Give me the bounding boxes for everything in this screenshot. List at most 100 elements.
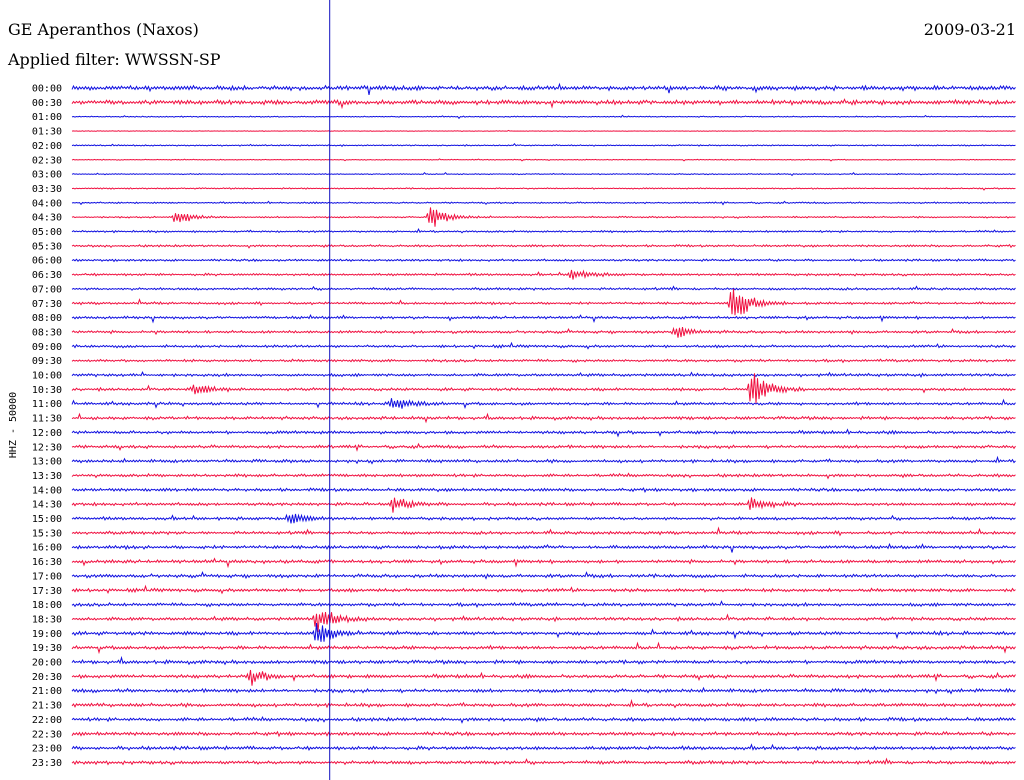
trace-row xyxy=(71,584,1016,595)
time-tick-label: 04:30 xyxy=(32,213,62,224)
time-tick-label: 20:30 xyxy=(32,672,62,683)
time-tick-label: 10:30 xyxy=(32,385,62,396)
trace-row xyxy=(71,326,1016,338)
time-tick-label: 16:30 xyxy=(32,557,62,568)
time-tick-label: 21:00 xyxy=(32,686,62,697)
trace-row xyxy=(71,269,1016,280)
time-tick-label: 15:00 xyxy=(32,514,62,525)
trace-row xyxy=(71,314,1016,324)
trace-row xyxy=(71,600,1016,608)
time-tick-label: 08:00 xyxy=(32,313,62,324)
time-tick-label: 03:00 xyxy=(32,170,62,181)
trace-row xyxy=(71,412,1016,424)
time-tick-label: 15:30 xyxy=(32,528,62,539)
time-tick-label: 20:00 xyxy=(32,658,62,669)
trace-row xyxy=(71,513,1016,524)
date-label: 2009-03-21 xyxy=(923,20,1016,39)
trace-row xyxy=(71,288,1016,316)
time-tick-label: 13:00 xyxy=(32,457,62,468)
trace-row xyxy=(71,641,1016,655)
time-tick-label: 06:30 xyxy=(32,270,62,281)
trace-row xyxy=(71,686,1016,695)
time-tick-label: 09:00 xyxy=(32,342,62,353)
station-title: GE Aperanthos (Naxos) xyxy=(8,20,199,39)
trace-row xyxy=(71,442,1016,452)
trace-row xyxy=(71,143,1016,147)
time-tick-label: 18:00 xyxy=(32,600,62,611)
trace-row xyxy=(71,158,1016,162)
trace-row xyxy=(71,371,1016,378)
trace-row xyxy=(71,114,1016,120)
trace-row xyxy=(71,258,1016,263)
trace-row xyxy=(71,542,1016,553)
trace-row xyxy=(71,243,1016,249)
time-tick-label: 14:30 xyxy=(32,500,62,511)
trace-row xyxy=(71,207,1016,227)
time-tick-label: 04:00 xyxy=(32,198,62,209)
time-tick-label: 00:00 xyxy=(32,84,62,95)
trace-row xyxy=(71,200,1016,206)
time-tick-label: 23:00 xyxy=(32,744,62,755)
time-tick-label: 12:30 xyxy=(32,442,62,453)
time-tick-label: 02:30 xyxy=(32,155,62,166)
trace-row xyxy=(71,129,1016,133)
trace-row xyxy=(71,455,1016,465)
seismogram-traces xyxy=(71,82,1016,766)
time-tick-label: 05:30 xyxy=(32,241,62,252)
time-tick-label: 10:00 xyxy=(32,371,62,382)
time-tick-label: 21:30 xyxy=(32,701,62,712)
time-tick-label: 00:30 xyxy=(32,98,62,109)
trace-row xyxy=(71,472,1016,480)
trace-row xyxy=(71,341,1016,350)
trace-row xyxy=(71,98,1016,110)
trace-row xyxy=(71,669,1016,686)
trace-row xyxy=(71,557,1016,569)
trace-row xyxy=(71,82,1016,96)
filter-label: Applied filter: WWSSN-SP xyxy=(8,50,221,69)
trace-row xyxy=(71,698,1016,709)
time-tick-label: 05:00 xyxy=(32,227,62,238)
trace-row xyxy=(71,398,1016,409)
time-tick-label: 09:30 xyxy=(32,356,62,367)
time-tick-label: 02:00 xyxy=(32,141,62,152)
trace-row xyxy=(71,187,1016,191)
time-tick-label: 17:00 xyxy=(32,571,62,582)
trace-row xyxy=(71,757,1016,766)
time-tick-label: 07:30 xyxy=(32,299,62,310)
time-tick-label: 11:30 xyxy=(32,414,62,425)
time-tick-label: 22:30 xyxy=(32,729,62,740)
time-tick-label: 13:30 xyxy=(32,471,62,482)
time-tick-label: 07:00 xyxy=(32,284,62,295)
trace-row xyxy=(71,227,1016,234)
trace-row xyxy=(71,358,1016,364)
trace-row xyxy=(71,623,1016,642)
trace-row xyxy=(71,497,1016,513)
time-tick-label: 22:00 xyxy=(32,715,62,726)
time-tick-label: 01:00 xyxy=(32,112,62,123)
time-tick-label: 17:30 xyxy=(32,586,62,597)
time-tick-labels: 00:00 00:30 01:00 01:30 02:00 02:30 03:00 03:30… xyxy=(32,84,62,769)
trace-row xyxy=(71,715,1016,724)
time-tick-label: 19:30 xyxy=(32,643,62,654)
trace-row xyxy=(71,730,1016,738)
trace-row xyxy=(71,285,1016,292)
time-tick-label: 23:30 xyxy=(32,758,62,769)
time-tick-label: 14:00 xyxy=(32,485,62,496)
trace-row xyxy=(71,171,1016,177)
trace-row xyxy=(71,655,1016,666)
time-tick-label: 12:00 xyxy=(32,428,62,439)
y-axis-label: HHZ - 50000 xyxy=(8,392,19,458)
time-tick-label: 03:30 xyxy=(32,184,62,195)
time-tick-label: 08:30 xyxy=(32,327,62,338)
time-tick-label: 11:00 xyxy=(32,399,62,410)
time-tick-label: 06:00 xyxy=(32,256,62,267)
trace-row xyxy=(71,571,1016,580)
time-tick-label: 16:00 xyxy=(32,543,62,554)
trace-row xyxy=(71,612,1016,633)
trace-row xyxy=(71,526,1016,537)
time-tick-label: 19:00 xyxy=(32,629,62,640)
trace-row xyxy=(71,373,1016,404)
trace-row xyxy=(71,487,1016,493)
trace-row xyxy=(71,428,1016,438)
